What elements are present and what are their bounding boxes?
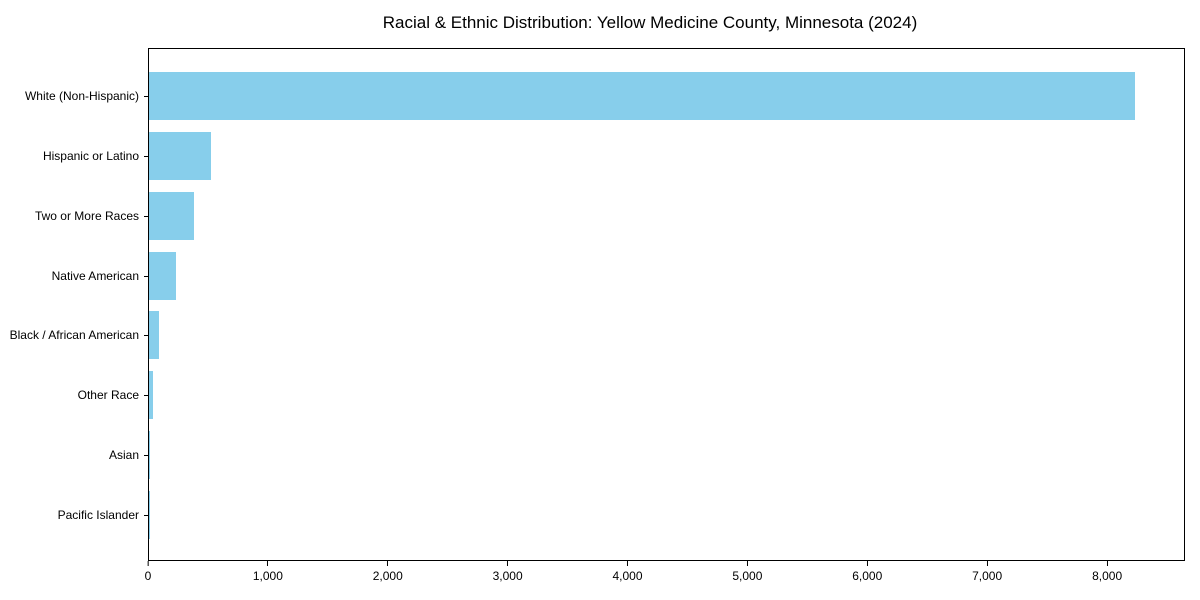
- x-tick-label: 3,000: [492, 569, 523, 583]
- x-tick: 4,000: [612, 561, 643, 583]
- x-tick: 7,000: [972, 561, 1002, 583]
- x-tick: 1,000: [253, 561, 283, 583]
- bar: [149, 371, 153, 420]
- y-tick-mark: [144, 455, 149, 457]
- x-tick-mark: [746, 561, 748, 566]
- x-tick-label: 7,000: [972, 569, 1003, 583]
- x-tick: 0: [144, 561, 152, 583]
- x-tick-mark: [387, 561, 389, 566]
- bar: [149, 191, 195, 240]
- y-tick-mark: [144, 155, 149, 157]
- x-tick-mark: [986, 561, 988, 566]
- x-axis: 0 1,000 2,000 3,000 4,000 5,000 6,000 7,000 8,00…: [144, 561, 1185, 591]
- x-tick-mark: [507, 561, 509, 566]
- y-axis-label: Pacific Islander: [57, 508, 139, 523]
- x-tick-mark: [1106, 561, 1108, 566]
- bar-row: Asian: [109, 425, 1184, 485]
- x-tick-label: 8,000: [1092, 569, 1123, 583]
- x-tick-label: 2,000: [372, 569, 403, 583]
- x-tick-label: 0: [144, 569, 152, 583]
- y-tick-mark: [144, 395, 149, 397]
- y-axis-label: Hispanic or Latino: [42, 148, 139, 163]
- x-tick: 5,000: [732, 561, 762, 583]
- bar: [149, 311, 160, 360]
- x-tick: 6,000: [852, 561, 882, 583]
- bar: [149, 131, 212, 180]
- bar-row: Hispanic or Latino: [43, 126, 1184, 186]
- bar: [149, 71, 1135, 120]
- x-tick-label: 5,000: [732, 569, 763, 583]
- bar-row: Other Race: [78, 365, 1184, 425]
- x-tick-mark: [147, 561, 149, 566]
- x-tick-mark: [627, 561, 628, 566]
- bar-row: Native American: [52, 246, 1184, 306]
- y-axis-label: Two or More Races: [34, 208, 139, 223]
- x-tick-label: 4,000: [612, 569, 643, 583]
- y-tick-mark: [144, 335, 149, 337]
- bar-rows: White (Non-Hispanic) Hispanic or Latino Tw…: [10, 49, 1184, 560]
- x-tick-mark: [267, 561, 269, 566]
- bar-row: White (Non-Hispanic): [25, 66, 1184, 126]
- y-axis-label: Asian: [108, 448, 139, 463]
- y-tick-mark: [144, 95, 149, 97]
- x-tick: 2,000: [373, 561, 403, 583]
- bar: [149, 431, 151, 480]
- bar-row: Black / African American: [10, 306, 1184, 366]
- bar: [149, 251, 177, 300]
- y-axis-label: Native American: [51, 268, 139, 283]
- chart-title: Racial & Ethnic Distribution: Yellow Med…: [382, 13, 918, 32]
- x-tick-label: 6,000: [852, 569, 883, 583]
- y-tick-mark: [144, 275, 149, 277]
- y-tick-mark: [144, 215, 149, 217]
- x-tick-mark: [866, 561, 868, 566]
- x-tick: 8,000: [1092, 561, 1122, 583]
- y-axis-label: Black / African American: [9, 328, 139, 343]
- y-tick-mark: [144, 515, 149, 517]
- x-tick: 3,000: [493, 561, 523, 583]
- x-tick-label: 1,000: [252, 569, 283, 583]
- y-axis-label: Other Race: [77, 388, 139, 403]
- y-axis-label: White (Non-Hispanic): [24, 88, 139, 103]
- bar-row: Two or More Races: [35, 186, 1184, 246]
- plot-area: White (Non-Hispanic) Hispanic or Latino Tw…: [10, 48, 1185, 561]
- bar-row: Pacific Islander: [58, 485, 1184, 545]
